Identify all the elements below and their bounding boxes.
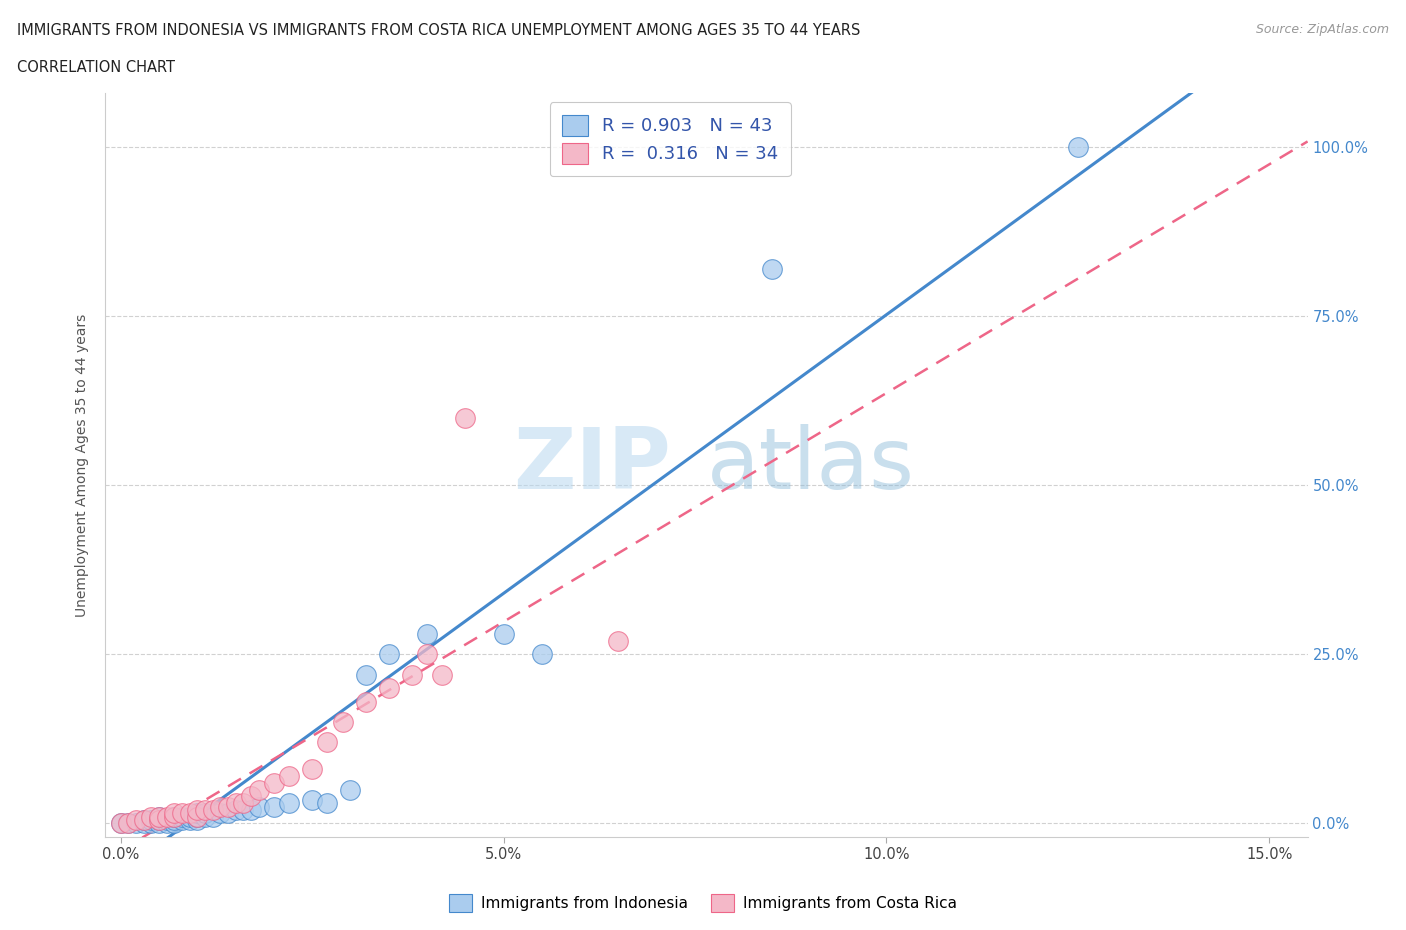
Point (163, 809, 186, 824)
Point (607, 633, 630, 648)
Point (125, 816, 148, 830)
Point (156, 816, 179, 830)
Point (239, 803, 262, 817)
Point (186, 809, 208, 824)
Point (416, 647, 439, 662)
Point (110, 816, 132, 830)
Text: ZIP: ZIP (513, 423, 671, 507)
Point (186, 803, 208, 817)
Point (301, 792, 323, 807)
Point (232, 803, 254, 817)
Point (225, 796, 247, 811)
Point (194, 803, 217, 817)
Point (225, 803, 247, 817)
Point (163, 809, 186, 824)
Point (278, 796, 301, 811)
Point (278, 769, 301, 784)
Point (117, 816, 139, 830)
Point (179, 809, 201, 824)
Point (132, 813, 155, 828)
Point (247, 782, 270, 797)
Point (377, 647, 399, 662)
Point (170, 809, 193, 824)
Point (132, 813, 155, 828)
Point (1067, 140, 1090, 154)
Text: CORRELATION CHART: CORRELATION CHART (17, 60, 174, 75)
Point (201, 803, 224, 817)
Point (316, 796, 339, 811)
Point (492, 627, 515, 642)
Point (141, 816, 163, 830)
Point (148, 813, 170, 828)
Point (761, 261, 783, 276)
Point (148, 809, 170, 824)
Point (179, 806, 201, 821)
Point (530, 647, 553, 662)
Point (163, 813, 186, 828)
Point (301, 762, 323, 777)
Point (377, 681, 399, 696)
Text: Source: ZipAtlas.com: Source: ZipAtlas.com (1256, 23, 1389, 36)
Point (339, 782, 361, 797)
Point (194, 806, 217, 821)
Point (179, 813, 201, 828)
Point (170, 813, 193, 828)
Point (163, 816, 186, 830)
Point (217, 799, 239, 814)
Point (332, 714, 354, 729)
Point (432, 667, 454, 682)
Point (148, 816, 170, 830)
Point (186, 806, 208, 821)
Point (217, 806, 239, 821)
Point (141, 809, 163, 824)
Point (263, 799, 285, 814)
Point (247, 799, 270, 814)
Legend: Immigrants from Indonesia, Immigrants from Costa Rica: Immigrants from Indonesia, Immigrants fr… (443, 888, 963, 918)
Point (194, 809, 217, 824)
Text: IMMIGRANTS FROM INDONESIA VS IMMIGRANTS FROM COSTA RICA UNEMPLOYMENT AMONG AGES : IMMIGRANTS FROM INDONESIA VS IMMIGRANTS … (17, 23, 860, 38)
Point (416, 627, 439, 642)
Point (163, 806, 186, 821)
Point (201, 809, 224, 824)
Point (125, 813, 148, 828)
Legend: R = 0.903   N = 43, R =  0.316   N = 34: R = 0.903 N = 43, R = 0.316 N = 34 (550, 102, 792, 177)
Point (401, 667, 423, 682)
Point (186, 813, 208, 828)
Point (354, 667, 377, 682)
Point (141, 813, 163, 828)
Point (186, 809, 208, 824)
Point (232, 796, 254, 811)
Point (132, 816, 155, 830)
Point (117, 816, 139, 830)
Point (263, 776, 285, 790)
Point (156, 813, 179, 828)
Point (454, 410, 477, 425)
Point (354, 695, 377, 710)
Point (110, 816, 132, 830)
Point (209, 806, 232, 821)
Text: atlas: atlas (707, 423, 914, 507)
Point (148, 809, 170, 824)
Point (156, 809, 179, 824)
Point (239, 789, 262, 804)
Point (148, 813, 170, 828)
Point (316, 735, 339, 750)
Y-axis label: Unemployment Among Ages 35 to 44 years: Unemployment Among Ages 35 to 44 years (76, 313, 90, 617)
Point (170, 806, 193, 821)
Point (209, 799, 232, 814)
